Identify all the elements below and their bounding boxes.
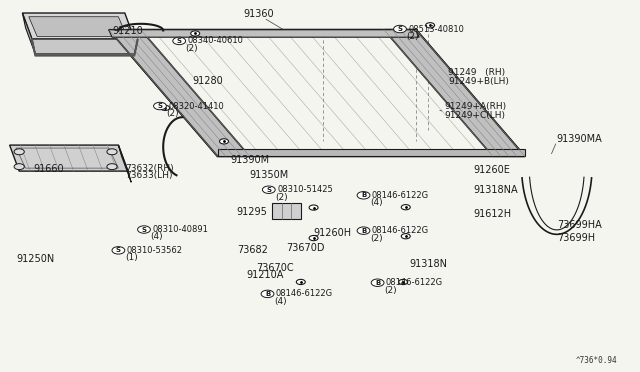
Text: (4): (4) bbox=[274, 297, 287, 306]
Text: (2): (2) bbox=[186, 44, 198, 53]
Circle shape bbox=[14, 149, 24, 155]
Text: 08310-51425: 08310-51425 bbox=[277, 185, 333, 194]
Text: 91318N: 91318N bbox=[410, 259, 447, 269]
Text: (2): (2) bbox=[166, 109, 179, 118]
Circle shape bbox=[426, 23, 435, 28]
Text: (2): (2) bbox=[384, 286, 397, 295]
Circle shape bbox=[112, 247, 125, 254]
Text: 91318NA: 91318NA bbox=[474, 185, 518, 195]
Text: 91249+C(LH): 91249+C(LH) bbox=[445, 111, 506, 120]
Text: S: S bbox=[397, 26, 403, 32]
Text: 73670D: 73670D bbox=[286, 243, 324, 253]
Circle shape bbox=[107, 164, 117, 170]
Text: (4): (4) bbox=[370, 198, 383, 207]
Text: (4): (4) bbox=[150, 232, 163, 241]
Text: (2): (2) bbox=[406, 32, 419, 41]
Text: 08310-40891: 08310-40891 bbox=[152, 225, 208, 234]
Text: 08320-41410: 08320-41410 bbox=[168, 102, 224, 110]
Text: 08146-6122G: 08146-6122G bbox=[386, 278, 443, 287]
Circle shape bbox=[14, 164, 24, 170]
Text: (2): (2) bbox=[370, 234, 383, 243]
Text: 91249+A(RH): 91249+A(RH) bbox=[445, 102, 507, 110]
Text: 73633(LH): 73633(LH) bbox=[125, 171, 172, 180]
Text: 91295: 91295 bbox=[237, 207, 268, 217]
Text: 91660: 91660 bbox=[33, 164, 64, 174]
Text: 08340-40610: 08340-40610 bbox=[188, 36, 243, 45]
Text: 73670C: 73670C bbox=[256, 263, 294, 273]
Text: 73699HA: 73699HA bbox=[557, 220, 602, 230]
Text: 91260E: 91260E bbox=[474, 166, 511, 175]
Text: 91210A: 91210A bbox=[246, 270, 284, 280]
Circle shape bbox=[220, 139, 228, 144]
Circle shape bbox=[399, 279, 408, 285]
Circle shape bbox=[357, 227, 370, 234]
Polygon shape bbox=[32, 39, 138, 54]
Polygon shape bbox=[29, 17, 127, 36]
Text: 91612H: 91612H bbox=[474, 209, 512, 219]
Text: 08146-6122G: 08146-6122G bbox=[372, 226, 429, 235]
Text: 91390M: 91390M bbox=[230, 155, 269, 165]
Text: 73682: 73682 bbox=[237, 245, 268, 255]
Text: 08146-6122G: 08146-6122G bbox=[372, 191, 429, 200]
Text: B: B bbox=[361, 192, 366, 198]
Circle shape bbox=[161, 105, 170, 110]
Polygon shape bbox=[272, 203, 301, 219]
Text: S: S bbox=[157, 103, 163, 109]
Circle shape bbox=[309, 205, 318, 210]
Circle shape bbox=[371, 279, 384, 286]
Circle shape bbox=[309, 235, 318, 241]
Text: 08513-40810: 08513-40810 bbox=[408, 25, 464, 33]
Text: 91250N: 91250N bbox=[16, 254, 54, 263]
Text: 91249+B(LH): 91249+B(LH) bbox=[448, 77, 509, 86]
Circle shape bbox=[107, 149, 117, 155]
Circle shape bbox=[394, 25, 406, 33]
Polygon shape bbox=[109, 30, 250, 156]
Polygon shape bbox=[22, 13, 35, 54]
Polygon shape bbox=[109, 30, 419, 37]
Circle shape bbox=[262, 186, 275, 193]
Text: 08310-53562: 08310-53562 bbox=[127, 246, 183, 255]
Circle shape bbox=[401, 205, 410, 210]
Text: 73699H: 73699H bbox=[557, 233, 595, 243]
Text: 91210: 91210 bbox=[112, 26, 143, 35]
Text: B: B bbox=[375, 280, 380, 286]
Text: 91360: 91360 bbox=[243, 9, 274, 19]
Text: S: S bbox=[266, 187, 271, 193]
Circle shape bbox=[401, 234, 410, 239]
Polygon shape bbox=[384, 30, 525, 156]
Text: S: S bbox=[116, 247, 121, 253]
Text: 91350M: 91350M bbox=[250, 170, 289, 180]
Text: (1): (1) bbox=[125, 253, 138, 262]
Circle shape bbox=[357, 192, 370, 199]
Text: 91280: 91280 bbox=[192, 76, 223, 86]
Circle shape bbox=[138, 226, 150, 233]
Text: S: S bbox=[177, 38, 182, 44]
Circle shape bbox=[296, 279, 305, 285]
Text: (2): (2) bbox=[275, 193, 288, 202]
Text: 08146-6122G: 08146-6122G bbox=[276, 289, 333, 298]
Text: 91260H: 91260H bbox=[314, 228, 352, 237]
Text: ^736*0.94: ^736*0.94 bbox=[576, 356, 618, 365]
Circle shape bbox=[261, 290, 274, 298]
Text: S: S bbox=[141, 227, 147, 232]
Text: 73632(RH): 73632(RH) bbox=[125, 164, 173, 173]
Circle shape bbox=[154, 102, 166, 110]
Polygon shape bbox=[10, 145, 128, 171]
Text: 91390MA: 91390MA bbox=[557, 135, 602, 144]
Text: B: B bbox=[361, 228, 366, 234]
Circle shape bbox=[173, 37, 186, 45]
Text: 91249   (RH): 91249 (RH) bbox=[448, 68, 505, 77]
Circle shape bbox=[191, 31, 200, 36]
Polygon shape bbox=[218, 149, 525, 156]
Text: B: B bbox=[265, 291, 270, 297]
Polygon shape bbox=[118, 145, 131, 182]
Polygon shape bbox=[22, 13, 134, 39]
